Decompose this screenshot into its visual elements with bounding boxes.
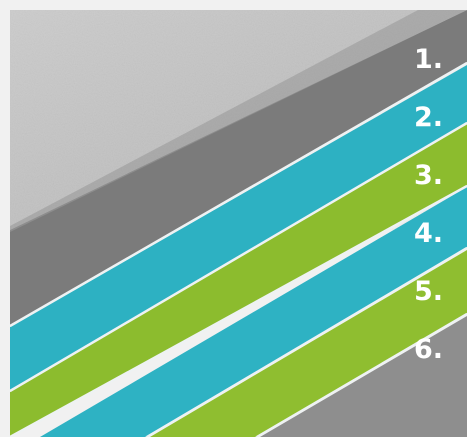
layer-5-band [150,250,467,437]
layer-2-number: 2. [414,102,443,133]
layer-1-edge [10,10,467,325]
layer-6-number: 6. [414,334,443,365]
layer-5-number: 5. [414,276,443,307]
layer-4-number: 4. [414,218,443,249]
layer-1-number: 1. [414,44,443,75]
band-separators [9,61,467,437]
layer-4-band [40,187,467,437]
layer-6-band [260,316,467,437]
layer-3-band [10,124,467,437]
layer-2-band [10,65,467,390]
layer-3-number: 3. [414,160,443,191]
layer-1-edge-highlight [10,10,467,232]
